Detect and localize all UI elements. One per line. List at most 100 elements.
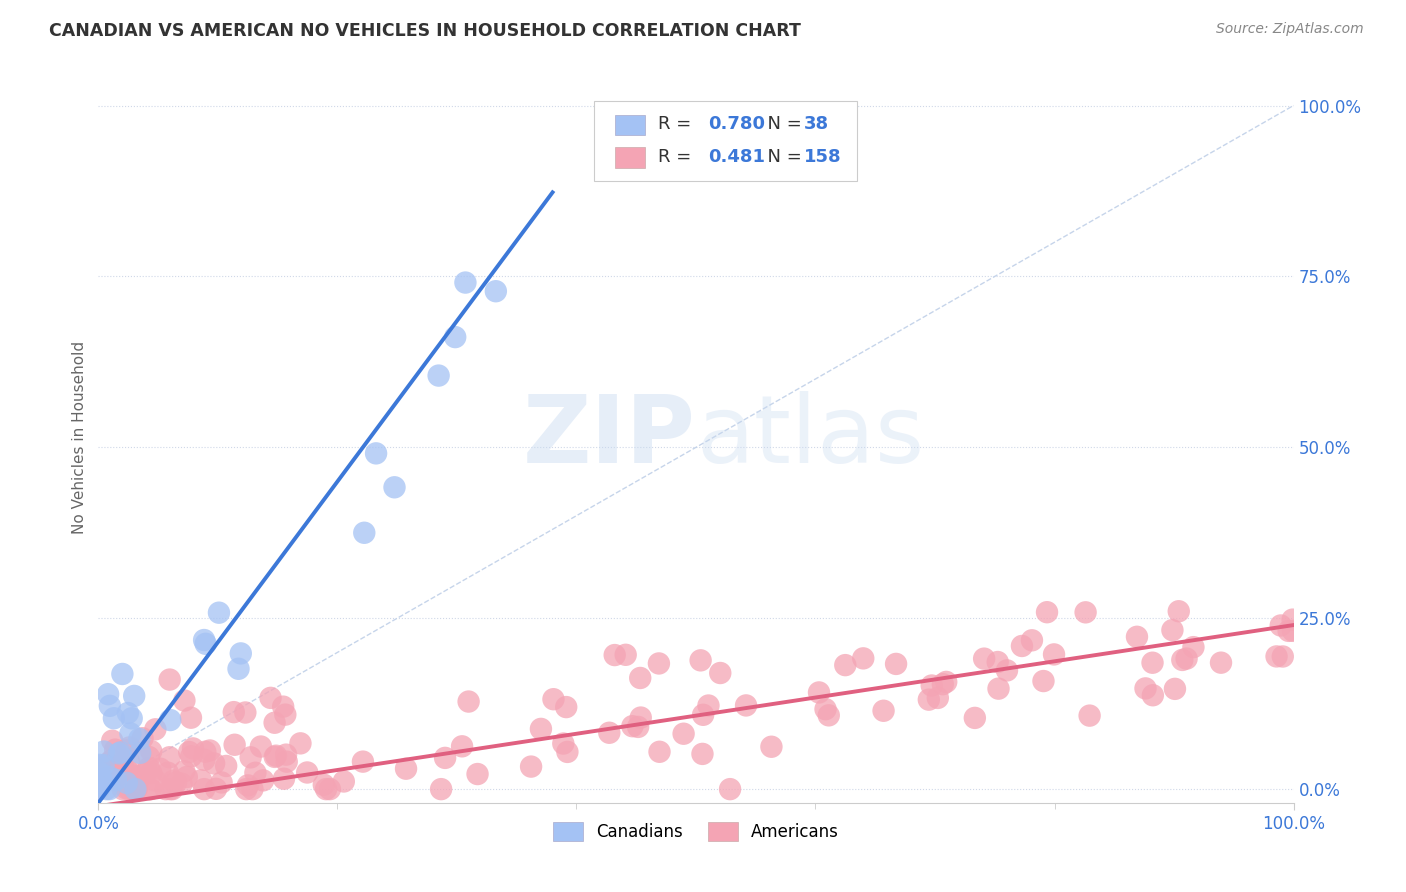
- Point: [104, 742, 127, 756]
- Point: [110, 745, 132, 759]
- Point: [97, 687, 120, 701]
- Point: [814, 702, 837, 716]
- Point: [918, 692, 941, 706]
- Point: [264, 748, 287, 763]
- Point: [1171, 653, 1194, 667]
- Point: [553, 737, 575, 751]
- Point: [1271, 649, 1294, 664]
- Point: [138, 782, 160, 797]
- Point: [162, 782, 184, 797]
- Point: [457, 694, 479, 708]
- Point: [995, 664, 1018, 678]
- Point: [235, 706, 257, 720]
- Point: [987, 681, 1010, 696]
- Point: [692, 707, 714, 722]
- Point: [235, 782, 257, 797]
- Point: [90, 772, 112, 786]
- Point: [121, 775, 143, 789]
- Point: [263, 750, 285, 764]
- Point: [193, 633, 215, 648]
- Point: [128, 731, 150, 746]
- Text: N =: N =: [756, 115, 807, 133]
- Point: [312, 778, 335, 792]
- Point: [159, 713, 181, 727]
- Point: [1164, 681, 1187, 696]
- Point: [159, 750, 181, 764]
- Point: [124, 782, 146, 797]
- Point: [117, 771, 139, 785]
- Point: [208, 606, 231, 620]
- Point: [834, 658, 856, 673]
- Point: [808, 685, 831, 699]
- Point: [138, 761, 160, 775]
- Point: [555, 700, 578, 714]
- Point: [263, 715, 285, 730]
- Point: [94, 764, 117, 778]
- Point: [735, 698, 758, 713]
- Point: [718, 782, 741, 797]
- Point: [364, 446, 387, 460]
- Point: [1078, 708, 1101, 723]
- Point: [935, 674, 957, 689]
- Point: [274, 707, 297, 722]
- Point: [427, 368, 450, 383]
- Point: [118, 782, 141, 797]
- Point: [115, 743, 138, 757]
- FancyBboxPatch shape: [614, 147, 644, 168]
- Point: [290, 736, 312, 750]
- Point: [444, 330, 467, 344]
- Point: [430, 782, 453, 797]
- Text: R =: R =: [658, 148, 697, 166]
- Point: [143, 773, 166, 788]
- Point: [1278, 624, 1301, 638]
- Point: [648, 745, 671, 759]
- Point: [129, 770, 152, 784]
- Point: [274, 747, 297, 762]
- Point: [111, 772, 134, 786]
- Point: [614, 648, 637, 662]
- Point: [697, 698, 720, 713]
- Point: [353, 525, 375, 540]
- Point: [921, 679, 943, 693]
- Point: [333, 774, 356, 789]
- Point: [1074, 605, 1097, 619]
- Point: [211, 775, 233, 789]
- Y-axis label: No Vehicles in Household: No Vehicles in Household: [72, 341, 87, 533]
- Point: [117, 706, 139, 720]
- Point: [120, 726, 142, 740]
- Point: [135, 764, 157, 779]
- Point: [176, 770, 198, 784]
- Point: [1281, 613, 1303, 627]
- Point: [467, 767, 489, 781]
- Point: [1135, 681, 1157, 696]
- Text: ZIP: ZIP: [523, 391, 696, 483]
- Point: [1167, 604, 1189, 618]
- Point: [87, 757, 110, 772]
- Point: [111, 782, 134, 797]
- Point: [108, 747, 131, 761]
- Point: [141, 766, 163, 780]
- Point: [118, 740, 141, 755]
- Point: [97, 756, 120, 771]
- Point: [872, 704, 894, 718]
- Point: [98, 698, 121, 713]
- Point: [124, 782, 146, 797]
- Point: [259, 690, 281, 705]
- Point: [141, 744, 163, 758]
- Point: [1282, 624, 1305, 638]
- Point: [129, 746, 152, 760]
- Point: [193, 753, 215, 767]
- Text: R =: R =: [658, 115, 697, 133]
- FancyBboxPatch shape: [614, 114, 644, 135]
- Point: [159, 673, 181, 687]
- Point: [672, 727, 695, 741]
- Point: [98, 770, 121, 784]
- Point: [932, 677, 955, 691]
- Point: [115, 776, 138, 790]
- Point: [689, 653, 711, 667]
- Point: [245, 765, 267, 780]
- Point: [530, 722, 553, 736]
- Point: [121, 711, 143, 725]
- Text: atlas: atlas: [696, 391, 924, 483]
- Point: [165, 776, 187, 790]
